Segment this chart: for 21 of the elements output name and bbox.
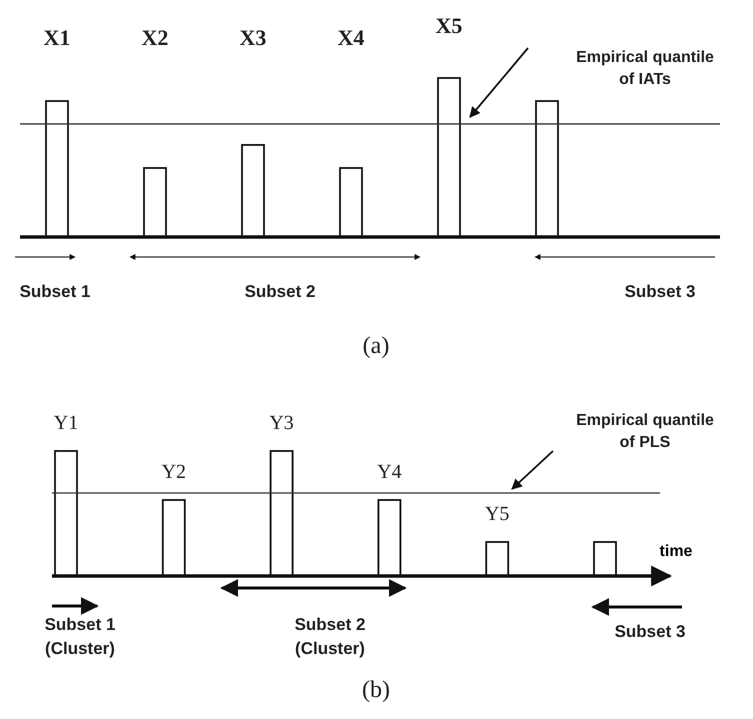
text: Subset 2 (Cluster) xyxy=(294,615,366,658)
ref-line-label: Empirical quantile of PLS xyxy=(576,412,714,451)
text: Subset 1 (Cluster) xyxy=(44,615,116,658)
text: Subset 1 xyxy=(20,282,90,301)
text: (a) xyxy=(362,333,390,359)
x-tick-label: X5 xyxy=(436,13,462,38)
text: (b) xyxy=(362,677,390,703)
x-tick-label: Y1 xyxy=(54,412,78,434)
text: Subset 3 xyxy=(624,282,696,301)
x-tick-label: X1 xyxy=(44,25,70,50)
x-axis-title: time xyxy=(660,543,693,560)
ref-line-label: Empirical quantile of IATs xyxy=(576,49,714,88)
x-tick-label: X4 xyxy=(338,25,364,50)
x-tick-label: X2 xyxy=(142,25,168,50)
text: Subset 3 xyxy=(614,622,686,641)
x-tick-label: Y2 xyxy=(162,461,186,483)
x-tick-label: Y3 xyxy=(269,412,294,434)
x-tick-label: Y4 xyxy=(377,461,402,483)
x-tick-label: X3 xyxy=(240,25,266,50)
x-tick-label: Y5 xyxy=(484,503,510,525)
text: Subset 2 xyxy=(244,282,316,301)
